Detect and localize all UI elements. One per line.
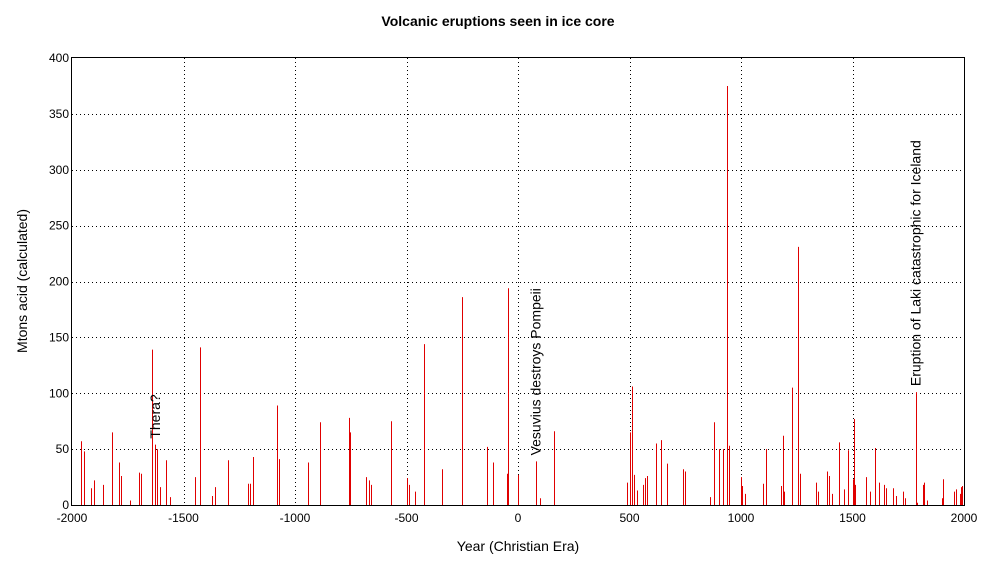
annotation-label: Thera?: [147, 394, 163, 439]
y-tick-labels: 0 50 100 150 200 250 300 350 400: [49, 51, 69, 512]
y-tick-label: 100: [49, 386, 69, 400]
x-tick-label: -1000: [280, 511, 311, 525]
y-tick-label: 150: [49, 330, 69, 344]
x-tick-label: -2000: [57, 511, 88, 525]
x-tick-label: -1500: [168, 511, 199, 525]
y-tick-label: 300: [49, 163, 69, 177]
x-axis-label: Year (Christian Era): [457, 538, 579, 554]
x-tick-label: 0: [515, 511, 522, 525]
y-tick-label: 50: [56, 442, 70, 456]
x-tick-label: 2000: [951, 511, 978, 525]
y-tick-label: 350: [49, 107, 69, 121]
y-tick-label: 250: [49, 219, 69, 233]
y-axis-label: Mtons acid (calculated): [14, 209, 30, 353]
annotation-label: Vesuvius destroys Pompeii: [528, 288, 544, 455]
grid-lines: [72, 58, 964, 505]
x-tick-label: 1500: [839, 511, 866, 525]
y-tick-label: 0: [62, 498, 69, 512]
bar-series: [81, 85, 963, 505]
x-tick-labels: -2000 -1500 -1000 -500 0 500 1000 1500 2000: [57, 511, 978, 525]
x-tick-label: 500: [619, 511, 639, 525]
chart-title: Volcanic eruptions seen in ice core: [381, 13, 614, 29]
x-tick-label: 1000: [728, 511, 755, 525]
annotations: Thera? Vesuvius destroys Pompeii Eruption …: [147, 140, 924, 455]
x-tick-label: -500: [394, 511, 418, 525]
plot-frame: [71, 57, 965, 506]
annotation-label: Eruption of Laki catastrophic for Icelan…: [908, 140, 924, 386]
y-tick-label: 200: [49, 275, 69, 289]
y-tick-label: 400: [49, 51, 69, 65]
